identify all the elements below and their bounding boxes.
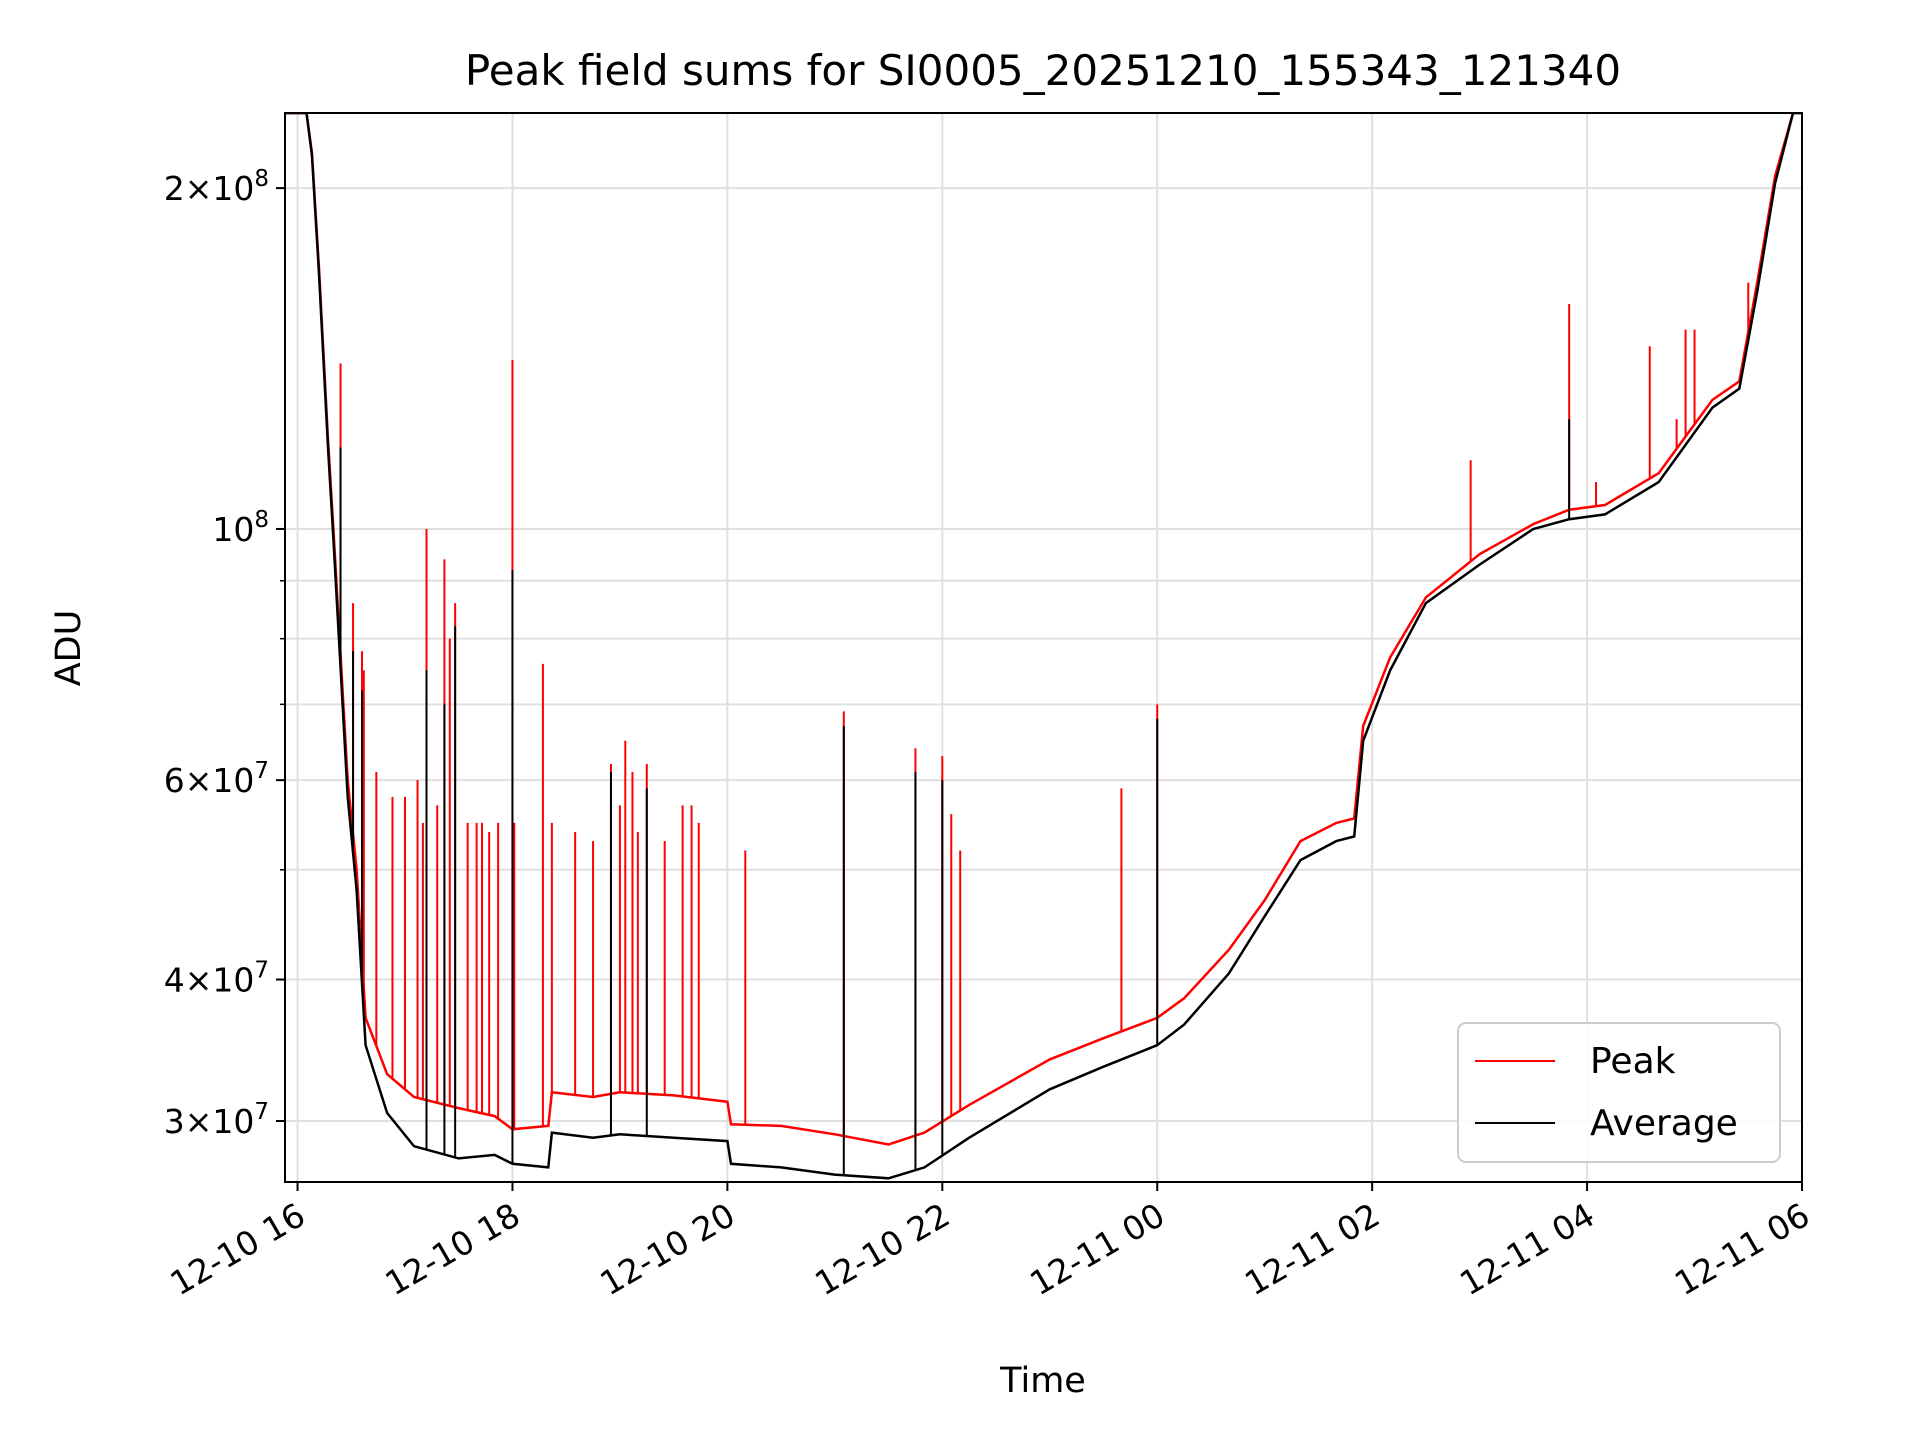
legend-box xyxy=(1457,1022,1781,1163)
legend: Peak Average xyxy=(1457,1022,1781,1163)
legend-average-label: Average xyxy=(1590,1103,1738,1144)
legend-peak-label: Peak xyxy=(1590,1041,1676,1082)
x-axis-title: Time xyxy=(999,1361,1086,1401)
y-tick-label: 108 xyxy=(212,507,269,549)
y-axis-title: ADU xyxy=(49,610,89,687)
y-tick-label: 3×107 xyxy=(164,1099,269,1141)
plot-data xyxy=(285,113,1802,1180)
y-tick-label: 6×107 xyxy=(164,758,269,800)
y-tick-label: 2×108 xyxy=(164,166,269,208)
plot-frame xyxy=(284,112,1803,1183)
y-tick-label: 4×107 xyxy=(164,958,269,1000)
chart-title: Peak field sums for SI0005_20251210_1553… xyxy=(465,46,1621,95)
